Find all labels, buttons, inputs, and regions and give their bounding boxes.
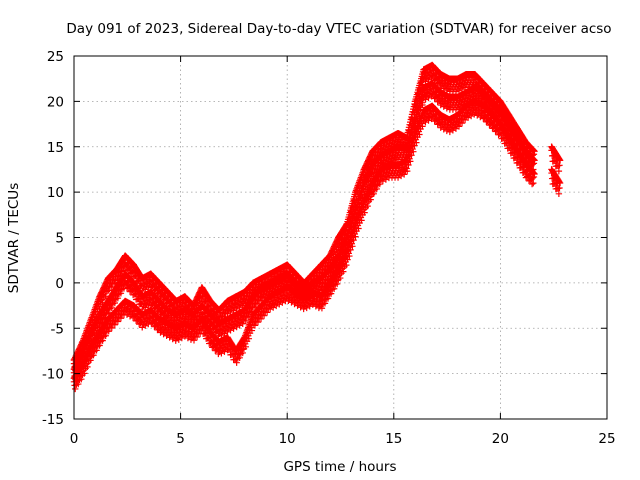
data-point [145, 302, 152, 310]
data-point [428, 61, 436, 69]
y-tick-label: 5 [55, 231, 64, 247]
data-point [266, 270, 274, 277]
data-point [352, 188, 359, 196]
data-point [463, 70, 470, 78]
data-point [258, 275, 265, 282]
y-tick-label: -10 [42, 367, 64, 383]
y-tick-labels: -15 -10 -5 0 5 10 15 20 25 [42, 49, 64, 428]
data-point [198, 284, 206, 291]
data-point [435, 74, 442, 81]
data-point [284, 261, 291, 268]
y-tick-label: 15 [47, 140, 64, 156]
data-point [117, 290, 125, 297]
series-0 [70, 61, 538, 374]
data-point [394, 129, 402, 137]
data-point [114, 294, 122, 302]
y-tick-label: 20 [47, 94, 64, 110]
data-point [181, 293, 189, 300]
data-point [420, 66, 427, 73]
series-1 [70, 80, 564, 383]
data-point [386, 134, 393, 141]
data-point [360, 166, 368, 173]
data-point [87, 315, 95, 323]
y-tick-label: 25 [47, 49, 64, 65]
data-point [335, 234, 342, 241]
data-point [326, 252, 334, 259]
data-point [156, 279, 163, 287]
data-point [454, 75, 461, 82]
data-point [173, 297, 180, 305]
data-point [121, 252, 129, 259]
x-tick-labels: 0 5 10 15 20 25 [70, 431, 616, 447]
data-point [190, 302, 197, 309]
chart-title: Day 091 of 2023, Sidereal Day-to-day VTE… [66, 21, 611, 37]
data-point [505, 111, 513, 119]
data-point [102, 293, 109, 300]
data-point [309, 270, 316, 277]
data-point [471, 70, 479, 78]
data-point [377, 139, 385, 146]
data-point [105, 287, 112, 294]
data-point [292, 270, 299, 277]
data-point [480, 80, 487, 87]
x-tick-label: 20 [492, 431, 509, 447]
data-point [275, 266, 282, 273]
y-tick-label: -15 [42, 412, 64, 428]
x-tick-label: 25 [598, 431, 615, 447]
x-axis-label: GPS time / hours [283, 459, 396, 475]
data-point [215, 306, 223, 314]
data-point [241, 288, 248, 296]
x-tick-label: 0 [70, 431, 79, 447]
data-point [522, 139, 530, 146]
data-point [437, 70, 444, 78]
data-point [531, 148, 538, 155]
data-points [70, 61, 564, 393]
data-point [530, 146, 537, 154]
data-point [164, 288, 172, 296]
data-point [96, 293, 103, 300]
y-tick-label: 10 [47, 185, 64, 201]
data-point [461, 84, 469, 91]
data-point [145, 284, 152, 292]
y-axis-label: SDTVAR / TECUs [6, 183, 22, 293]
series-2 [70, 98, 564, 393]
data-point [488, 89, 496, 96]
data-point [224, 297, 231, 305]
data-point [249, 279, 257, 287]
data-point [514, 125, 521, 132]
y-tick-label: 0 [55, 276, 64, 292]
data-point [497, 98, 504, 105]
data-point [318, 261, 325, 268]
x-tick-label: 5 [176, 431, 185, 447]
data-point [72, 385, 79, 393]
data-point [104, 275, 112, 282]
data-point [147, 270, 154, 277]
data-point [130, 261, 137, 268]
data-point [113, 266, 120, 273]
y-tick-label: -5 [51, 321, 64, 337]
data-point [369, 148, 376, 155]
x-tick-label: 15 [385, 431, 402, 447]
data-point [446, 75, 453, 82]
x-tick-label: 10 [279, 431, 296, 447]
data-point [207, 297, 214, 305]
data-point [232, 293, 240, 300]
data-point [111, 299, 119, 307]
data-point [108, 304, 115, 312]
data-point [139, 275, 146, 282]
